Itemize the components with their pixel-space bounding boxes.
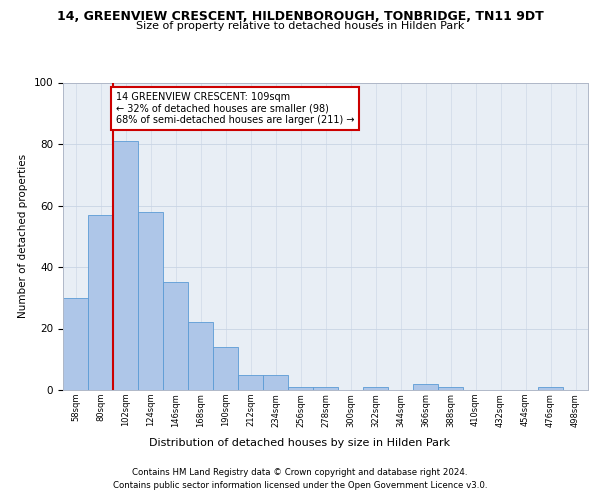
Text: Size of property relative to detached houses in Hilden Park: Size of property relative to detached ho… — [136, 21, 464, 31]
Bar — [188, 322, 213, 390]
Text: Contains public sector information licensed under the Open Government Licence v3: Contains public sector information licen… — [113, 482, 487, 490]
Bar — [438, 387, 463, 390]
Bar — [88, 214, 113, 390]
Bar — [363, 387, 388, 390]
Text: 14, GREENVIEW CRESCENT, HILDENBOROUGH, TONBRIDGE, TN11 9DT: 14, GREENVIEW CRESCENT, HILDENBOROUGH, T… — [56, 10, 544, 23]
Bar — [238, 374, 263, 390]
Bar — [538, 387, 563, 390]
Bar — [138, 212, 163, 390]
Bar — [213, 347, 238, 390]
Bar — [413, 384, 438, 390]
Bar — [313, 387, 338, 390]
Text: Contains HM Land Registry data © Crown copyright and database right 2024.: Contains HM Land Registry data © Crown c… — [132, 468, 468, 477]
Bar — [288, 387, 313, 390]
Y-axis label: Number of detached properties: Number of detached properties — [18, 154, 28, 318]
Bar — [263, 374, 288, 390]
Bar — [113, 141, 138, 390]
Bar — [163, 282, 188, 390]
Text: Distribution of detached houses by size in Hilden Park: Distribution of detached houses by size … — [149, 438, 451, 448]
Bar — [63, 298, 88, 390]
Text: 14 GREENVIEW CRESCENT: 109sqm
← 32% of detached houses are smaller (98)
68% of s: 14 GREENVIEW CRESCENT: 109sqm ← 32% of d… — [115, 92, 354, 125]
